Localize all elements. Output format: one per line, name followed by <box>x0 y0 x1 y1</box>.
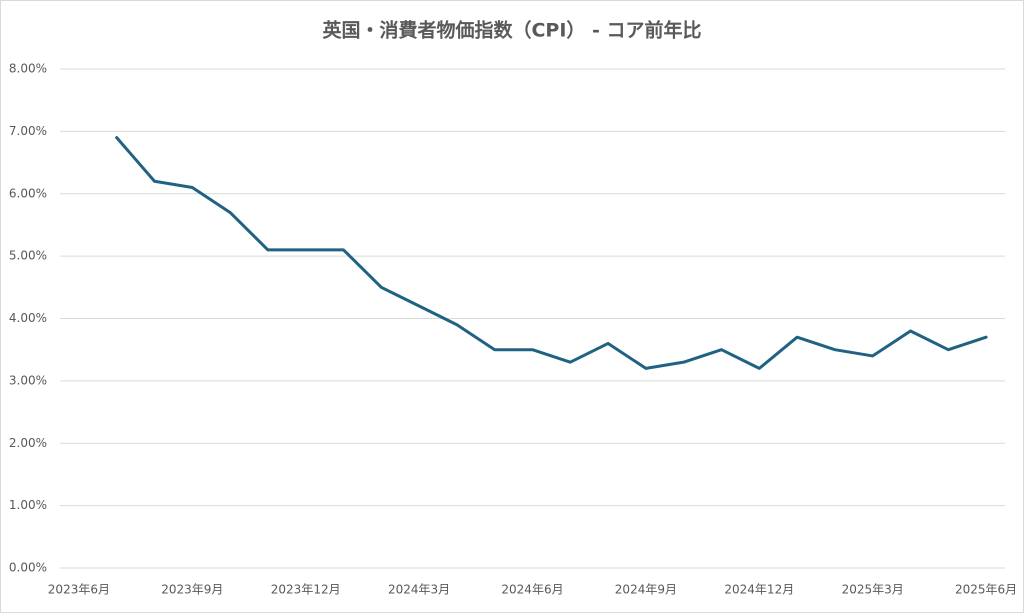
x-tick-label: 2023年6月 <box>48 583 110 597</box>
y-tick-label: 7.00% <box>9 124 47 138</box>
x-tick-label: 2024年12月 <box>724 583 794 597</box>
y-tick-label: 3.00% <box>9 373 47 387</box>
y-tick-label: 5.00% <box>9 249 47 263</box>
y-tick-label: 6.00% <box>9 186 47 200</box>
y-tick-label: 2.00% <box>9 436 47 450</box>
chart-title: 英国・消費者物価指数（CPI） - コア前年比 <box>322 19 701 42</box>
y-tick-label: 1.00% <box>9 498 47 512</box>
y-tick-label: 8.00% <box>9 62 47 76</box>
y-tick-label: 0.00% <box>9 561 47 575</box>
x-tick-label: 2025年3月 <box>842 583 904 597</box>
x-tick-label: 2023年9月 <box>161 583 223 597</box>
x-tick-label: 2025年6月 <box>955 583 1017 597</box>
x-tick-label: 2024年6月 <box>501 583 563 597</box>
data-line <box>115 136 988 370</box>
x-tick-label: 2023年12月 <box>271 583 341 597</box>
x-tick-label: 2024年9月 <box>615 583 677 597</box>
x-tick-label: 2024年3月 <box>388 583 450 597</box>
y-tick-label: 4.00% <box>9 311 47 325</box>
